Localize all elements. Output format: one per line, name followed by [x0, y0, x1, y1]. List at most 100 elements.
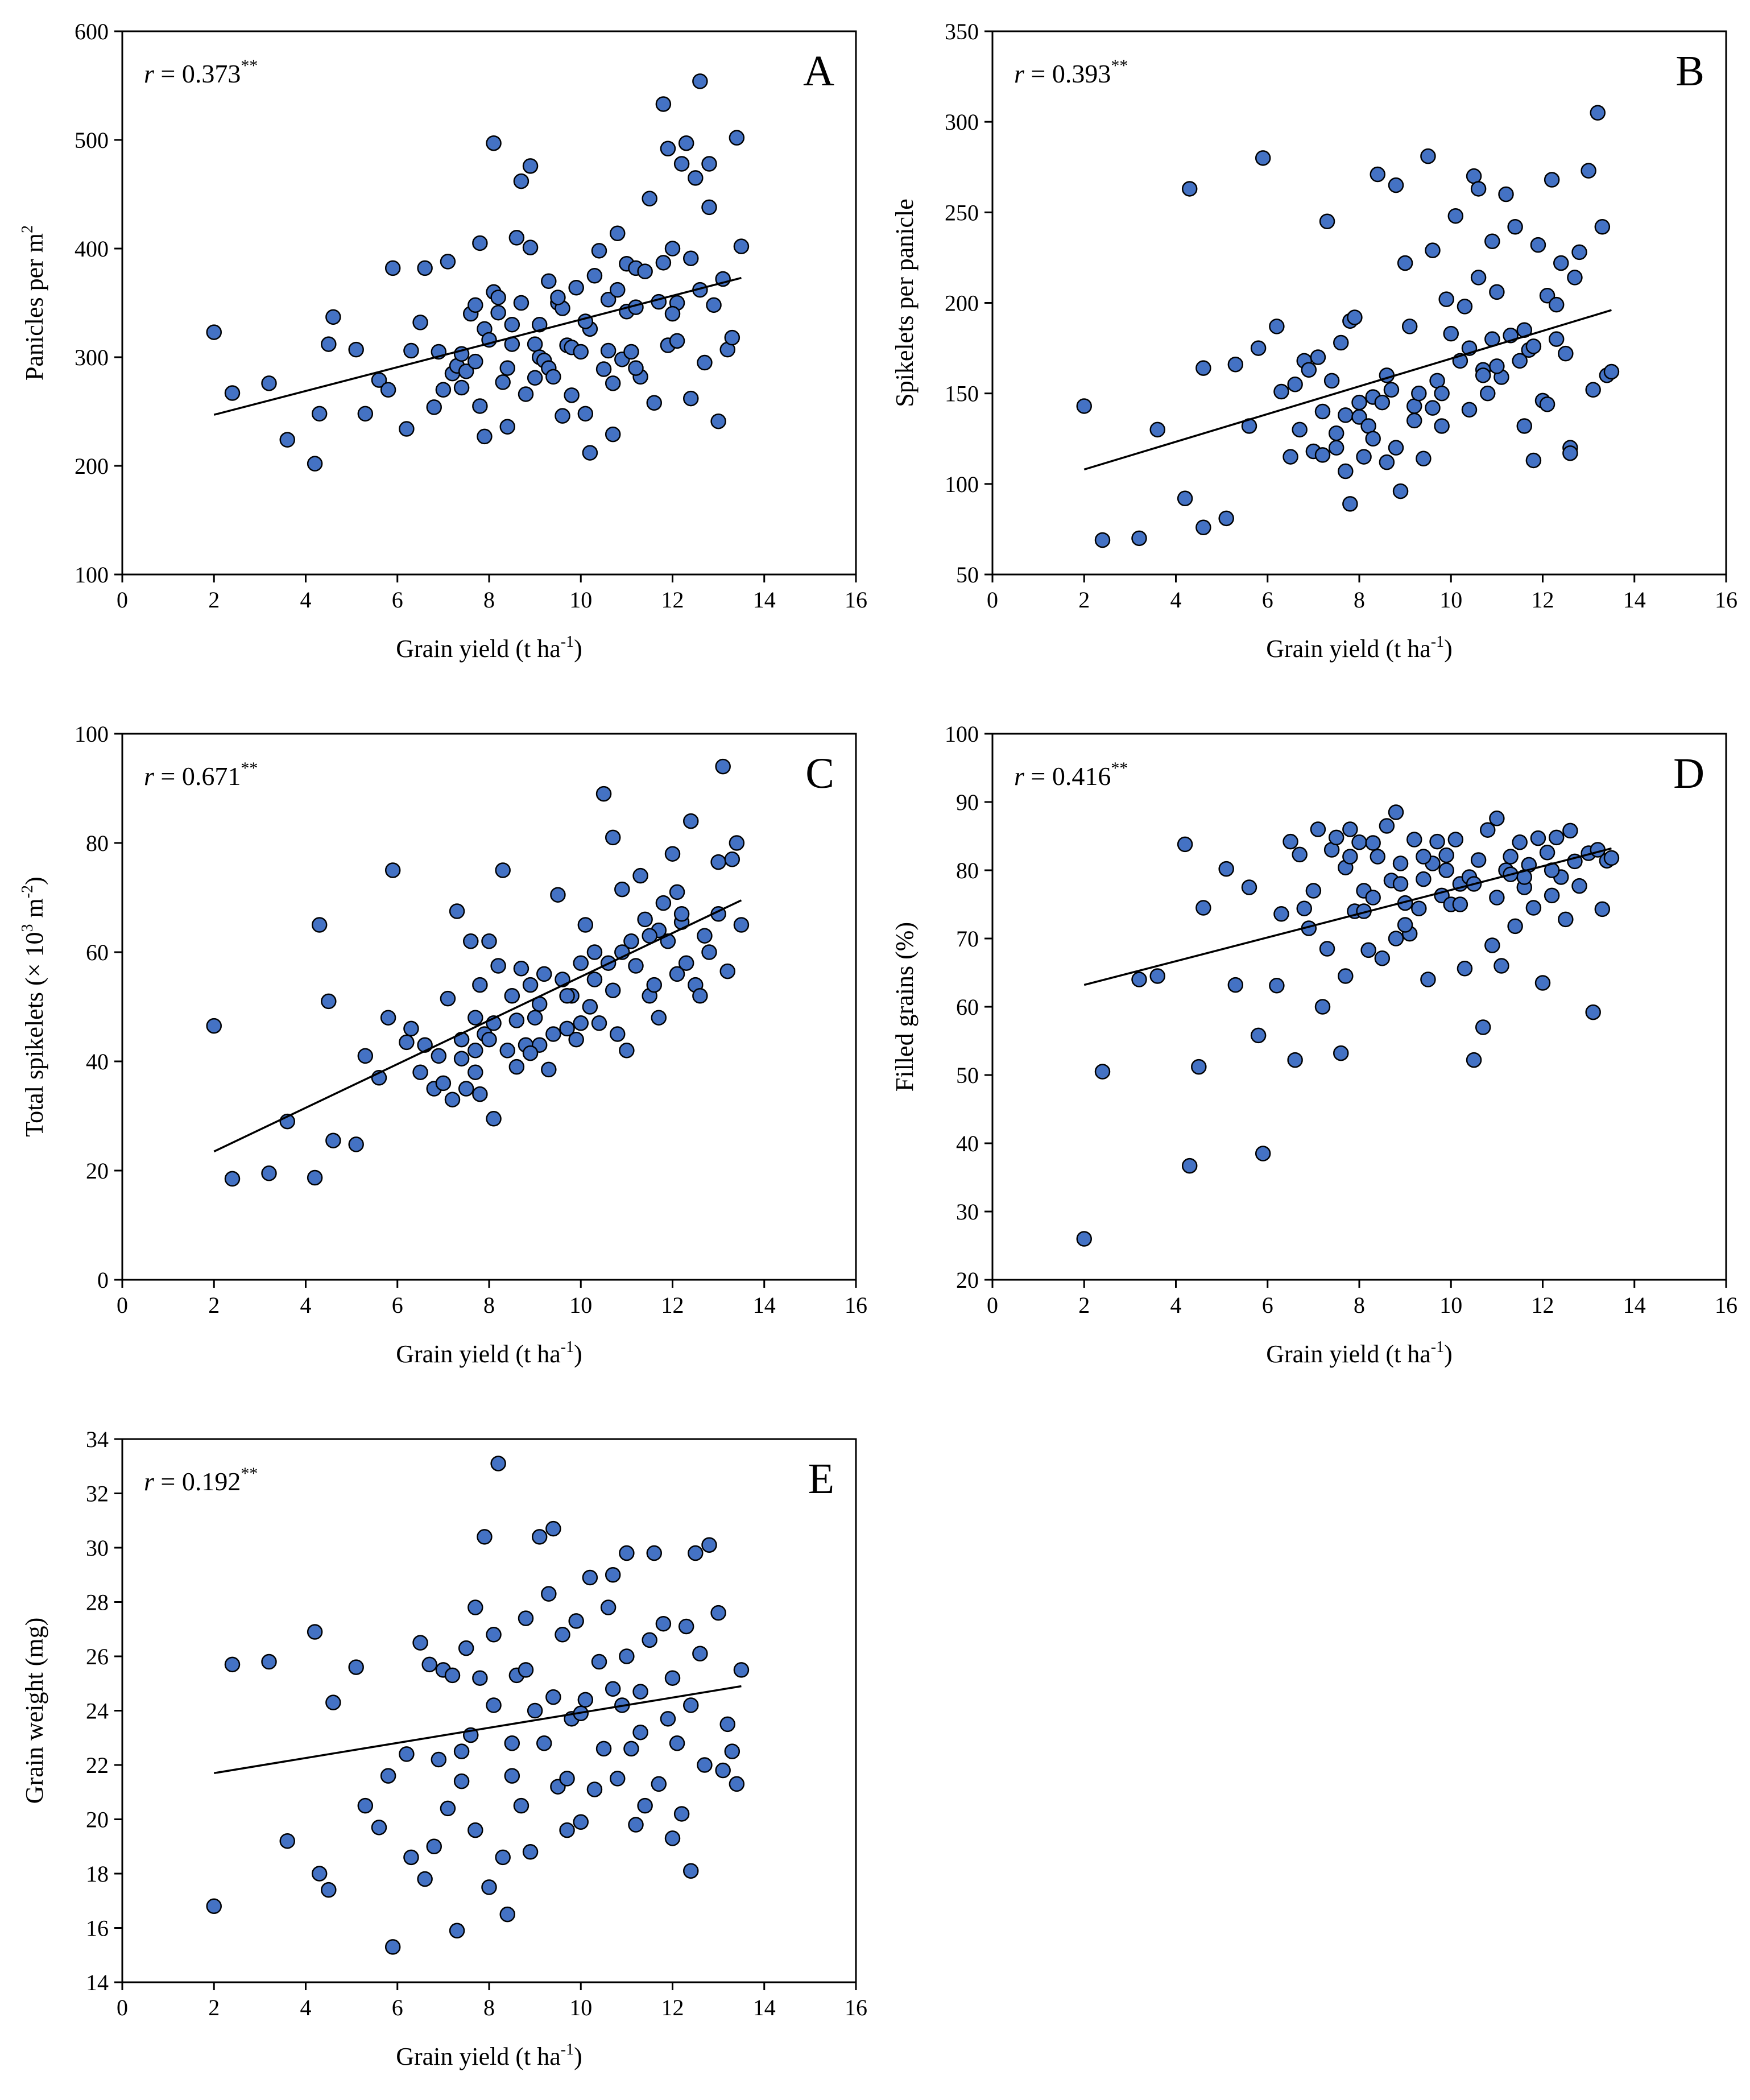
panel-a-point [490, 290, 506, 305]
panel-c-ytick-label: 80 [86, 830, 109, 856]
panel-a-point [577, 406, 594, 422]
panel-e-point [697, 1757, 713, 1773]
panel-a-point [435, 382, 452, 398]
panel-b-xtick-label: 2 [1078, 587, 1090, 613]
panel-e-ytick-label: 26 [86, 1644, 109, 1669]
panel-c-point [678, 955, 694, 971]
panel-a-point [701, 156, 717, 172]
panel-d-point [1365, 890, 1381, 906]
panel-e-point [582, 1569, 598, 1586]
panel-b-point [1447, 208, 1464, 224]
panel-b-ytick-label: 300 [945, 109, 979, 135]
panel-e-point [595, 1741, 612, 1757]
panel-e-point [499, 1906, 515, 1923]
panel-c-point [468, 1064, 483, 1080]
panel-d-points [1076, 804, 1620, 1247]
panel-b-point [1470, 181, 1487, 197]
panel-e-ytick-label: 24 [86, 1698, 109, 1724]
panel-e-point [325, 1694, 341, 1710]
panel-a-xtick-label: 16 [845, 587, 867, 613]
panel-e-point [637, 1797, 653, 1814]
panel-c-point [504, 988, 520, 1004]
panel-b-xtick-label: 16 [1715, 587, 1737, 613]
panel-d-point [1388, 804, 1404, 820]
panel-c-point [559, 988, 575, 1004]
panel-b-ytick-label: 50 [956, 562, 979, 588]
panel-c-point [468, 1010, 483, 1026]
panel-a-point [586, 268, 603, 284]
panel-e-point [605, 1567, 621, 1583]
panel-d-point [1370, 849, 1385, 865]
panel-e-point [468, 1822, 483, 1838]
panel-d-point [1452, 896, 1468, 912]
panel-c-ytick-label: 0 [97, 1267, 109, 1293]
panel-b-point [1177, 490, 1193, 507]
panel-c-point [541, 1061, 557, 1078]
panel-d-point [1374, 950, 1391, 966]
panel-b-point [1548, 296, 1565, 313]
panel-d-xtick-label: 6 [1262, 1292, 1273, 1318]
panel-a-letter: A [803, 47, 834, 95]
panel-a-point [468, 297, 483, 313]
panel-d-point [1379, 818, 1395, 834]
panel-e-point [573, 1814, 589, 1830]
panel-b-frame [991, 30, 1727, 576]
panel-a-point [651, 293, 667, 310]
panel-c-xtick-label: 4 [300, 1292, 312, 1318]
panel-d-xtick-label: 0 [987, 1292, 998, 1318]
panel-d-point [1338, 968, 1354, 984]
panel-c-ytick-label: 60 [86, 940, 109, 965]
panel-b-point [1603, 363, 1620, 380]
panel-c-point [348, 1136, 364, 1152]
panel-e-point [399, 1746, 415, 1762]
panel-c-point [623, 933, 639, 949]
panel-c-point [673, 906, 690, 922]
panel-e-point [481, 1879, 497, 1895]
panel-b-point [1594, 219, 1611, 235]
panel-c-point [591, 1015, 607, 1031]
panel-b-xtick-label: 10 [1439, 587, 1462, 613]
panel-d-point [1310, 821, 1326, 837]
panel-c-point [669, 884, 685, 900]
panel-e-point [729, 1776, 745, 1792]
panel-c-point [550, 887, 566, 903]
panel-e-point [490, 1456, 506, 1471]
panel-b-point [1401, 319, 1418, 334]
panel-e-xtick-label: 12 [661, 1995, 684, 2020]
panel-a-point [710, 413, 726, 429]
panel-a-point [522, 158, 539, 174]
panel-c-point [595, 786, 612, 802]
panel-d-point [1292, 846, 1308, 863]
panel-c-point [536, 966, 552, 982]
panel-a-point [513, 295, 529, 311]
panel-e-point [724, 1743, 740, 1759]
panel-a-point [472, 398, 488, 414]
panel-e-point [224, 1656, 241, 1673]
panel-b-ytick-label: 350 [945, 19, 979, 44]
panel-e-point [591, 1653, 607, 1670]
panel-d-point [1539, 845, 1555, 861]
panel-e-point [384, 1939, 401, 1955]
panel-b-point [1370, 166, 1385, 183]
panel-e-xtick-label: 14 [753, 1995, 776, 2020]
panel-b-point [1434, 385, 1450, 402]
panel-a-point [412, 315, 428, 330]
panel-e-ytick-label: 22 [86, 1752, 109, 1778]
panel-a-point [646, 395, 662, 411]
panel-a-point [701, 199, 717, 216]
panel-c-xtick-label: 0 [117, 1292, 128, 1318]
panel-e-xtick-label: 8 [483, 1995, 495, 2020]
panel-a-point [417, 260, 433, 276]
panel-e-point [453, 1773, 470, 1789]
panel-c-point [458, 1081, 474, 1097]
panel-e-point [683, 1697, 699, 1713]
panel-c-point [357, 1048, 374, 1064]
panel-a-ytick-label: 400 [75, 236, 109, 262]
panel-b-point [1356, 449, 1372, 465]
panel-e-point [632, 1724, 648, 1741]
panel-e-ytick-label: 16 [86, 1916, 109, 1941]
panel-b-point [1310, 349, 1326, 365]
panel-a-point [495, 374, 511, 390]
panel-d-ylabel: Filled grains (%) [891, 922, 919, 1092]
panel-c-point [307, 1169, 323, 1186]
